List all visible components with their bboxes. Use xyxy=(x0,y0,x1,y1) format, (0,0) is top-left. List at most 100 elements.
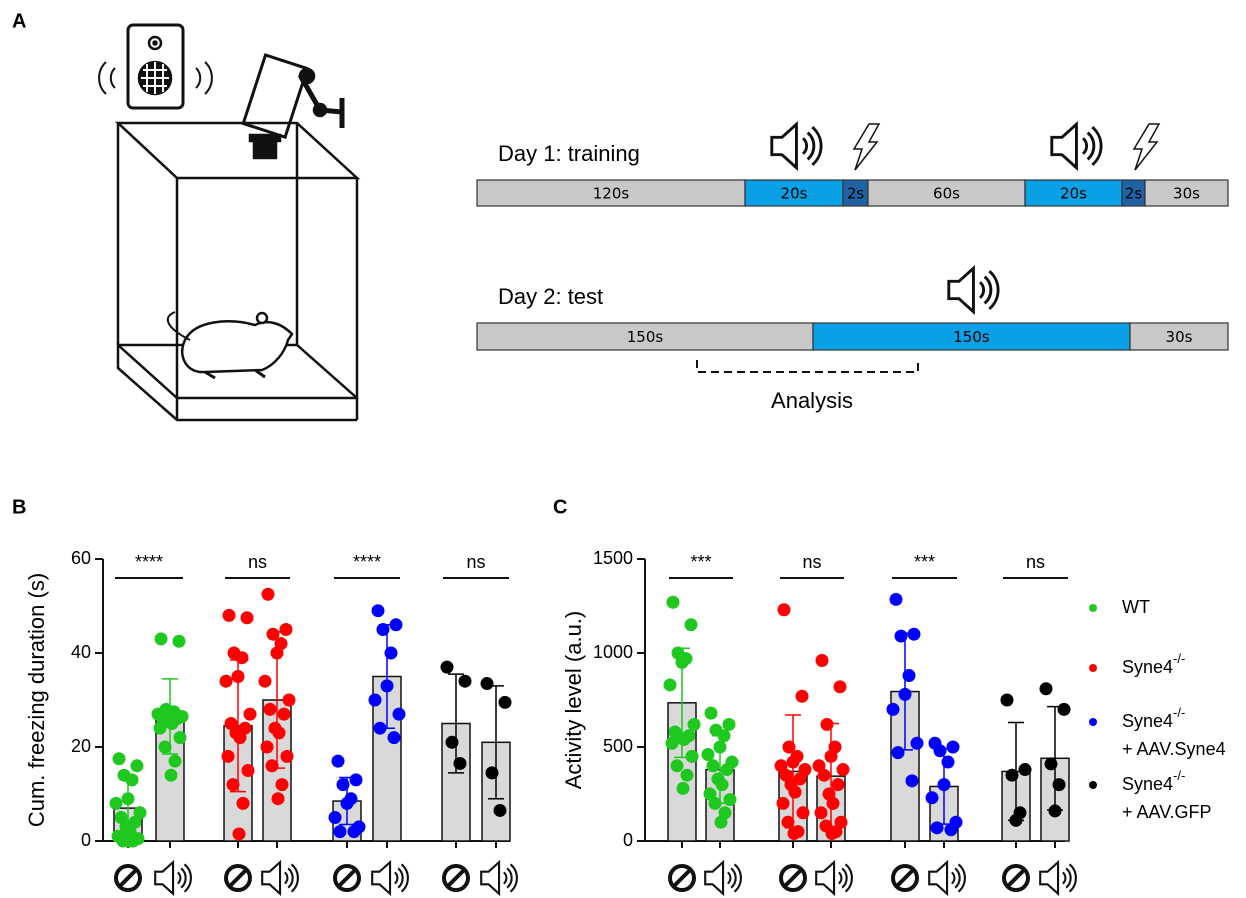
data-point xyxy=(174,731,187,744)
data-point xyxy=(237,797,250,810)
data-point xyxy=(242,764,255,777)
data-point xyxy=(165,769,178,782)
sound-wave xyxy=(803,138,807,154)
legend-label: Syne4-/- xyxy=(1122,705,1185,730)
data-point xyxy=(220,675,233,688)
speaker-body xyxy=(816,862,834,894)
data-point xyxy=(716,778,729,791)
significance-label: **** xyxy=(353,552,381,572)
data-point xyxy=(837,763,850,776)
significance-label: ns xyxy=(802,552,821,572)
legend-name: WT xyxy=(1122,597,1150,617)
significance-label: *** xyxy=(690,552,711,572)
data-point xyxy=(667,596,680,609)
no-sound-icon xyxy=(120,870,136,886)
legend-name: Syne4 xyxy=(1122,711,1173,731)
sound-wave xyxy=(395,872,398,883)
data-point xyxy=(724,793,737,806)
data-point xyxy=(481,677,494,690)
segment-label: 30s xyxy=(1166,328,1193,346)
y-tick-label: 60 xyxy=(71,548,91,568)
y-tick-label: 40 xyxy=(71,642,91,662)
data-point xyxy=(887,703,900,716)
data-point xyxy=(276,778,289,791)
speaker-icon xyxy=(816,862,852,894)
setup-illustration xyxy=(99,25,357,420)
data-point xyxy=(166,717,179,730)
sound-wave xyxy=(980,282,984,298)
data-point xyxy=(261,741,274,754)
data-point xyxy=(892,746,905,759)
no-sound-icon xyxy=(339,870,355,886)
data-point xyxy=(702,748,715,761)
data-point xyxy=(778,603,791,616)
data-point xyxy=(110,797,123,810)
shock-icon xyxy=(854,124,879,170)
data-point xyxy=(173,635,186,648)
significance-label: **** xyxy=(135,552,163,572)
significance-label: ns xyxy=(466,552,485,572)
sound-wave xyxy=(985,277,991,304)
legend-superscript: -/- xyxy=(1173,651,1185,666)
sound-wave xyxy=(181,868,186,887)
speaker-body xyxy=(949,268,974,312)
data-point xyxy=(123,835,136,848)
sound-wave xyxy=(398,868,403,887)
segment-label: 2s xyxy=(847,185,865,203)
data-point xyxy=(223,609,236,622)
data-point xyxy=(677,782,690,795)
data-point xyxy=(906,774,919,787)
data-point xyxy=(494,804,507,817)
significance-label: *** xyxy=(914,552,935,572)
sound-wave xyxy=(989,271,998,309)
data-point xyxy=(1058,703,1071,716)
data-point xyxy=(169,755,182,768)
data-point xyxy=(671,759,684,772)
data-point xyxy=(259,675,272,688)
data-point xyxy=(281,750,294,763)
sound-wave xyxy=(1083,138,1087,154)
data-point xyxy=(131,759,144,772)
legend-marker xyxy=(1089,664,1097,672)
data-point xyxy=(945,823,958,836)
data-point xyxy=(350,773,363,786)
y-tick-label: 0 xyxy=(623,830,633,850)
speaker-body xyxy=(929,862,947,894)
speaker-body xyxy=(372,862,390,894)
legend-marker xyxy=(1089,604,1097,612)
data-point xyxy=(890,593,903,606)
data-point xyxy=(393,708,406,721)
significance-label: ns xyxy=(1026,552,1045,572)
segment-label: 120s xyxy=(593,185,630,203)
data-point xyxy=(154,722,167,735)
speaker-icon xyxy=(481,862,517,894)
data-point xyxy=(332,755,345,768)
no-sound-icon xyxy=(785,870,801,886)
data-point xyxy=(705,707,718,720)
y-axis-label: Cum. freezing duration (s) xyxy=(24,573,49,827)
data-point xyxy=(666,737,679,750)
speaker-body xyxy=(155,862,173,894)
data-point xyxy=(280,623,293,636)
data-point xyxy=(947,741,960,754)
speaker-body xyxy=(1040,862,1058,894)
data-point xyxy=(911,737,924,750)
data-point xyxy=(926,791,939,804)
speaker-body xyxy=(772,124,797,168)
day-label: Day 2: test xyxy=(498,284,603,309)
data-point xyxy=(441,661,454,674)
data-point xyxy=(222,750,235,763)
data-point xyxy=(685,618,698,631)
legend-superscript: -/- xyxy=(1173,768,1185,783)
shock-icon xyxy=(1134,124,1159,170)
data-point xyxy=(721,763,734,776)
data-point xyxy=(334,825,347,838)
data-point xyxy=(262,588,275,601)
data-point xyxy=(788,827,801,840)
sound-wave xyxy=(839,872,842,883)
sound-wave xyxy=(504,872,507,883)
sound-wave xyxy=(178,872,181,883)
data-point xyxy=(688,718,701,731)
data-point xyxy=(369,694,382,707)
data-point xyxy=(664,678,677,691)
